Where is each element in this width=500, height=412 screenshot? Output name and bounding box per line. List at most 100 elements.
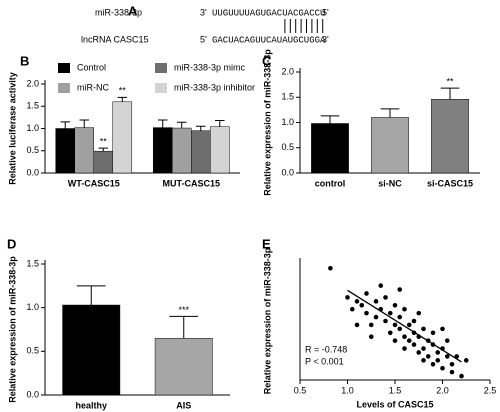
point: [402, 334, 407, 340]
y-axis-label: Relative expression of miR-338-3p: [262, 49, 272, 196]
y-tick-label: 1.5: [26, 101, 39, 111]
legend-label: Control: [77, 62, 106, 72]
point: [392, 302, 398, 308]
bar: [311, 123, 349, 174]
error-bar: [117, 96, 128, 102]
y-tick-label: 0.0: [26, 389, 39, 399]
significance: ***: [178, 305, 189, 315]
sequence-end: 3': [200, 7, 207, 17]
x-tick-label: 2.5: [484, 385, 497, 395]
sequence-end: 5': [322, 7, 329, 17]
bar: [74, 127, 95, 174]
x-axis-label: Levels of CASC15: [356, 399, 433, 409]
point: [463, 358, 469, 363]
x-tick-label: 2.0: [436, 385, 449, 395]
point: [430, 330, 436, 336]
x-tick-label: MUT-CASC15: [162, 178, 220, 188]
bar: [152, 127, 173, 174]
y-tick-label: 1.0: [281, 117, 294, 127]
point: [354, 322, 360, 328]
point: [406, 338, 412, 343]
bar: [371, 117, 409, 174]
bar: [55, 128, 75, 174]
legend-swatch: [58, 63, 70, 73]
point: [387, 310, 393, 316]
x-tick-label: si-CASC15: [427, 178, 473, 188]
panel-label: B: [20, 53, 29, 68]
x-tick-label: 1.5: [389, 385, 402, 395]
legend-label: miR-338-3p inhibitor: [174, 82, 255, 92]
regression-line: [347, 289, 462, 363]
bar: [62, 304, 121, 396]
x-tick-label: control: [315, 178, 346, 188]
y-tick-label: 1.0: [26, 302, 39, 312]
sequence-name: lncRNA CASC15: [81, 34, 149, 44]
bar: [171, 127, 192, 174]
point: [383, 295, 388, 300]
error-bar: [169, 315, 199, 339]
x-tick-label: healthy: [75, 400, 107, 410]
bar: [431, 99, 469, 174]
point: [459, 373, 464, 379]
point: [364, 310, 369, 316]
point: [411, 342, 417, 347]
panel-label: E: [262, 236, 271, 251]
point: [368, 322, 374, 328]
bar: [191, 130, 211, 174]
point: [328, 265, 333, 271]
point: [397, 326, 403, 332]
bar: [93, 150, 114, 174]
y-tick-label: 0.5: [26, 346, 39, 356]
x-tick-label: 0.5: [294, 385, 307, 395]
y-tick-label: 0.5: [26, 145, 39, 155]
point: [345, 295, 350, 300]
point: [354, 299, 360, 304]
panel-label: C: [262, 53, 272, 68]
y-tick-label: 2.0: [281, 66, 294, 76]
point: [387, 330, 393, 336]
error-bar: [98, 147, 109, 152]
point: [440, 326, 445, 332]
error-bar: [60, 121, 70, 129]
point: [406, 322, 412, 328]
point: [349, 306, 355, 312]
y-tick-label: 0.5: [281, 142, 294, 152]
point: [392, 338, 398, 343]
error-bar: [440, 87, 460, 100]
sequence-name: miR-338-3p: [95, 7, 142, 17]
point: [416, 350, 422, 355]
point: [444, 338, 450, 343]
error-bar: [215, 119, 225, 127]
y-tick-label: 1.5: [26, 258, 39, 268]
point: [449, 361, 455, 367]
sequence-end: 3': [322, 34, 329, 44]
point: [411, 318, 417, 324]
legend-swatch: [155, 63, 167, 73]
x-tick-label: WT-CASC15: [68, 178, 120, 188]
panel-label: A: [128, 3, 138, 18]
point: [444, 354, 450, 359]
point: [383, 318, 388, 324]
point: [364, 291, 369, 296]
significance: **: [100, 136, 108, 146]
legend-label: miR-NC: [77, 82, 109, 92]
error-bar: [320, 115, 340, 124]
panel-label: D: [7, 236, 16, 251]
point: [421, 346, 426, 351]
legend-label: miR-338-3p mimc: [174, 62, 246, 72]
y-tick-label: 0.0: [281, 167, 294, 177]
point: [392, 322, 398, 328]
sequence-end: 5': [200, 34, 207, 44]
y-axis-label: Relative luciferase activity: [7, 72, 17, 185]
y-axis-label: Relative expression of miR-338-3p: [7, 256, 17, 403]
point: [359, 302, 365, 308]
point: [416, 310, 422, 316]
point: [368, 334, 374, 340]
x-tick-label: si-NC: [378, 178, 402, 188]
x-tick-label: AIS: [176, 400, 191, 410]
point: [449, 369, 455, 375]
legend-swatch: [58, 83, 70, 93]
bar: [210, 126, 230, 174]
point: [402, 306, 407, 312]
